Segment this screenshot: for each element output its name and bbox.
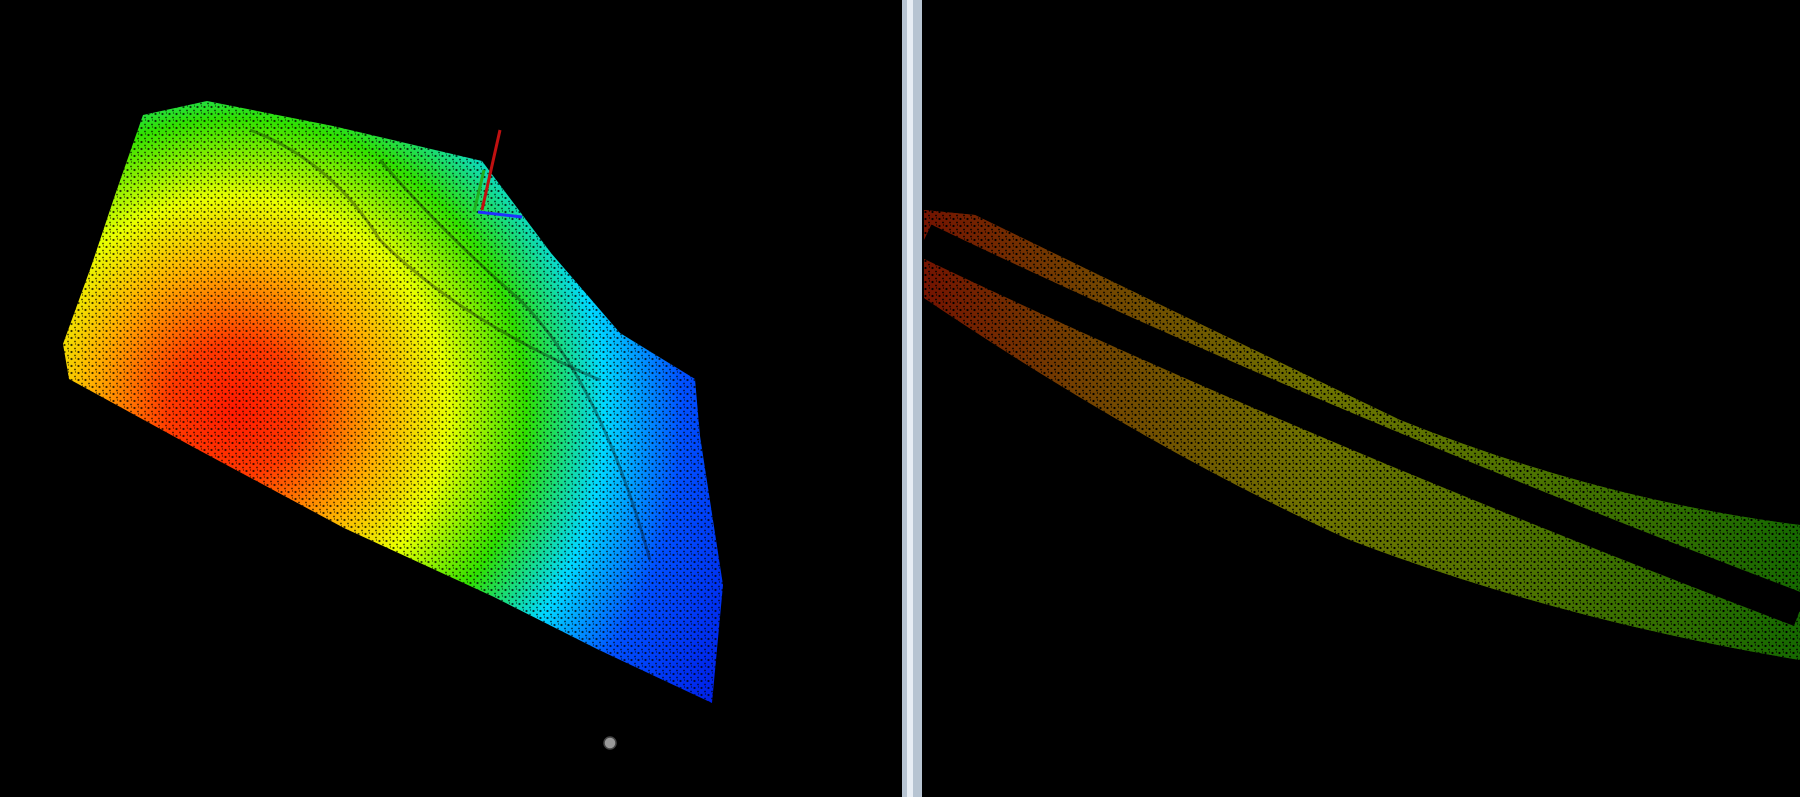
axis-z (480, 129, 502, 211)
profile-view-cloud (924, 210, 1800, 660)
top-view-cloud (63, 101, 723, 703)
contour (378, 159, 652, 561)
axis-gizmo (472, 129, 523, 219)
point-texture (63, 101, 723, 703)
pivot-marker[interactable] (603, 736, 617, 750)
point-gaps (924, 210, 1800, 660)
contour (249, 128, 601, 382)
right-viewport[interactable] (922, 0, 1800, 797)
axis-x (477, 210, 523, 219)
axis-y (472, 169, 486, 213)
splitter-highlight (907, 0, 913, 797)
